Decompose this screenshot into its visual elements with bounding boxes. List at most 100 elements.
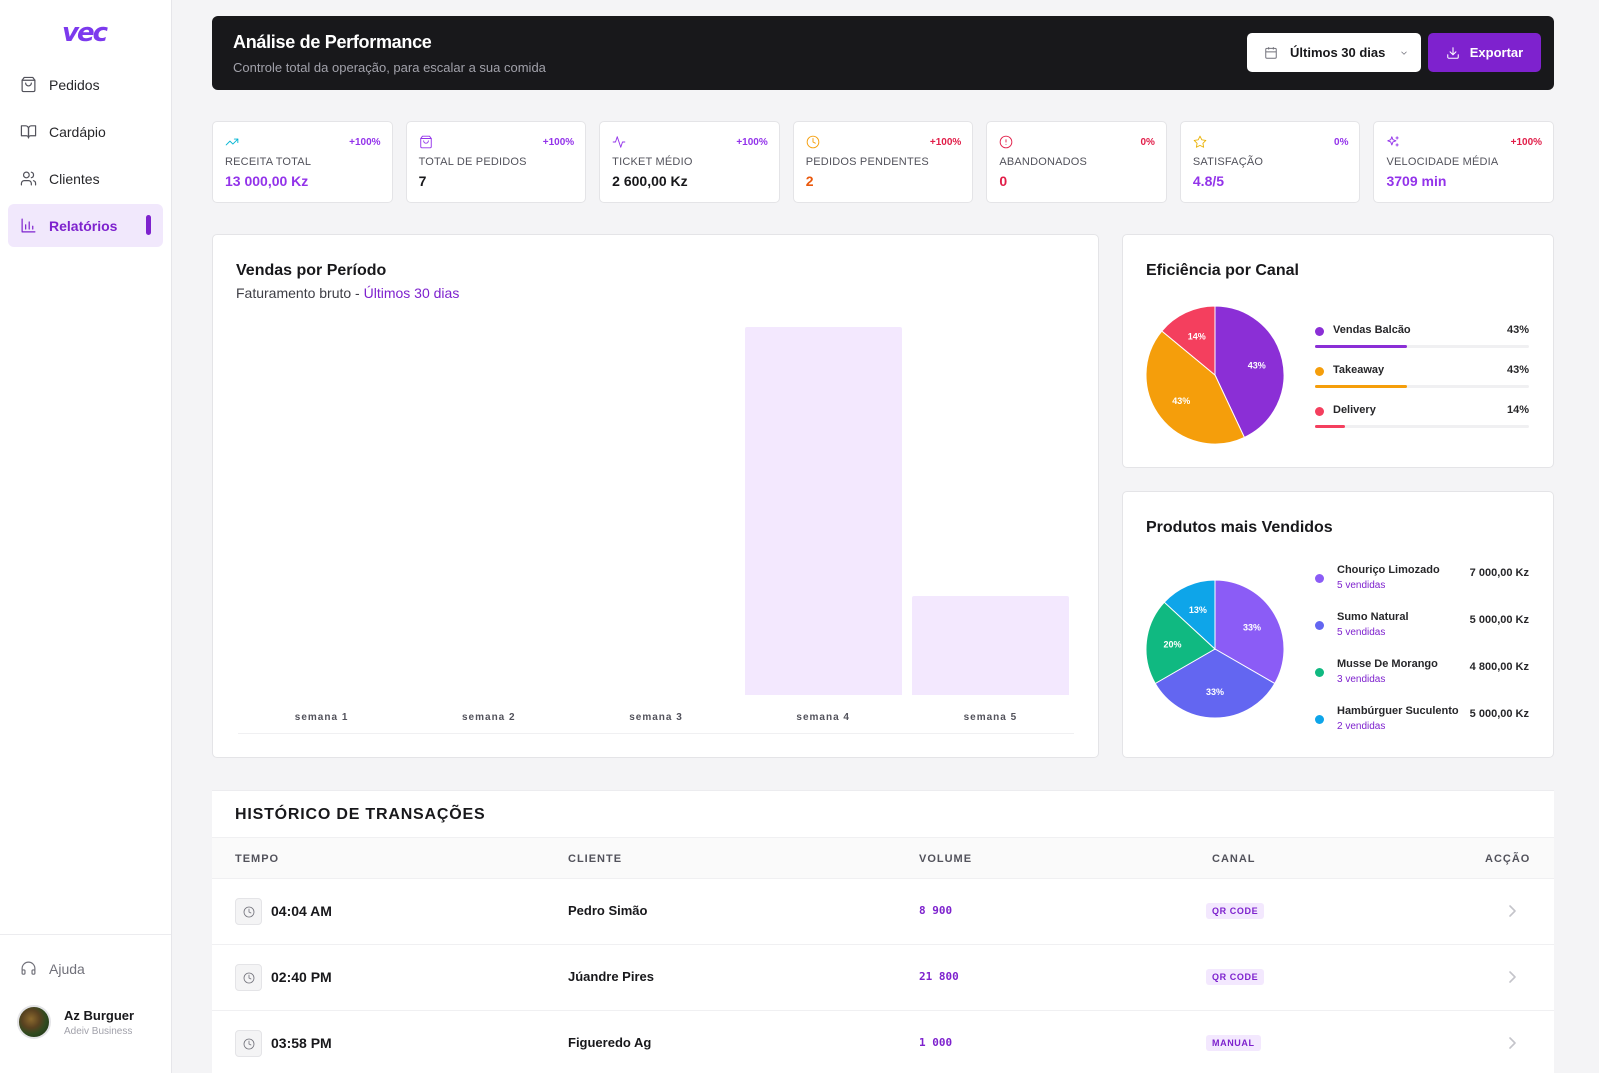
row-time: 02:40 PM <box>271 969 332 985</box>
clock-icon <box>243 972 254 983</box>
pie-slice-delivery[interactable] <box>1161 305 1216 377</box>
table-row[interactable]: 02:40 PM Júandre Pires 21 800 QR CODE <box>212 945 1554 1011</box>
column-header-canal[interactable]: CANAL <box>1212 853 1256 865</box>
channel-name: Vendas Balcão <box>1333 324 1411 336</box>
pie-slice-chouriço-limozado[interactable] <box>1214 579 1285 685</box>
channel-name: Delivery <box>1333 404 1376 416</box>
sidebar-item-relatorios[interactable]: Relatórios <box>8 204 163 247</box>
time-badge <box>235 898 262 925</box>
pie-slice-takeaway[interactable] <box>1145 330 1246 445</box>
export-button[interactable]: Exportar <box>1428 33 1541 72</box>
channel-progress-fill <box>1315 425 1345 428</box>
x-tick-label: semana 4 <box>796 712 850 723</box>
calendar-icon <box>1265 46 1277 59</box>
help-label: Ajuda <box>49 960 85 977</box>
legend-dot <box>1315 574 1324 583</box>
bar-semana-4[interactable] <box>744 327 902 695</box>
kpi-card-abandonados: 0% ABANDONADOS 0 <box>986 121 1167 203</box>
legend-dot <box>1315 367 1324 376</box>
sidebar-item-label: Pedidos <box>49 76 100 93</box>
column-header-volume[interactable]: VOLUME <box>919 853 973 865</box>
export-label: Exportar <box>1469 45 1524 60</box>
user-subtitle: Adeiv Business <box>64 1025 133 1037</box>
legend-dot <box>1315 327 1324 336</box>
kpi-value: 2 <box>805 173 814 189</box>
help-link[interactable]: Ajuda <box>20 960 85 977</box>
user-profile[interactable]: Az Burguer Adeiv Business <box>17 1005 134 1039</box>
sales-chart-panel: Vendas por Período Faturamento bruto - Ú… <box>212 234 1099 758</box>
chevron-right-icon[interactable] <box>1508 1036 1517 1050</box>
kpi-label: ABANDONADOS <box>999 156 1088 168</box>
table-row[interactable]: 03:58 PM Figueredo Ag 1 000 MANUAL <box>212 1011 1554 1073</box>
channel-percent: 14% <box>1506 404 1529 416</box>
x-tick-label: semana 2 <box>462 712 516 723</box>
x-tick-label: semana 1 <box>294 712 349 723</box>
channel-progress-track <box>1315 425 1529 428</box>
pie-slice-sumo-natural[interactable] <box>1154 648 1276 719</box>
products-panel-title: Produtos mais Vendidos <box>1146 519 1333 536</box>
column-header-tempo[interactable]: TEMPO <box>235 853 280 865</box>
star-icon <box>1193 135 1207 148</box>
date-range-label: Últimos 30 dias <box>1290 45 1386 60</box>
transactions-table: HISTÓRICO DE TRANSAÇÕES TEMPO CLIENTE VO… <box>212 790 1554 1073</box>
row-volume: 21 800 <box>919 970 959 983</box>
page-header: Análise de Performance Controle total da… <box>212 16 1554 90</box>
clock-icon <box>806 135 820 149</box>
x-tick-label: semana 3 <box>629 712 683 723</box>
chevron-right-icon[interactable] <box>1508 904 1517 918</box>
row-client: Júandre Pires <box>568 969 654 984</box>
bar-semana-5[interactable] <box>911 595 1069 695</box>
channel-progress-track <box>1315 385 1529 388</box>
chart-baseline <box>238 733 1074 734</box>
sales-subtitle-range: Últimos 30 dias <box>363 285 460 301</box>
pie-slice-musse-de-morango[interactable] <box>1145 601 1216 685</box>
pie-slice-label: 20% <box>1163 639 1181 649</box>
kpi-card-ticket: +100% TICKET MÉDIO 2 600,00 Kz <box>599 121 780 203</box>
sidebar-item-pedidos[interactable]: Pedidos <box>8 63 163 106</box>
sidebar-item-cardapio[interactable]: Cardápio <box>8 110 163 153</box>
sidebar-item-clientes[interactable]: Clientes <box>8 157 163 200</box>
column-header-cliente[interactable]: CLIENTE <box>568 853 623 865</box>
kpi-change: +100% <box>349 137 381 148</box>
clock-icon <box>243 1038 254 1049</box>
chevron-right-icon[interactable] <box>1508 970 1517 984</box>
time-badge <box>235 964 262 991</box>
date-range-select[interactable]: Últimos 30 dias <box>1247 33 1421 72</box>
pie-slice-hambúrguer-suculento[interactable] <box>1163 579 1216 651</box>
sidebar-item-label: Clientes <box>49 170 100 187</box>
shopping-bag-icon <box>419 135 432 149</box>
time-badge <box>235 1030 262 1057</box>
clock-icon <box>243 906 254 917</box>
channel-name: Takeaway <box>1333 364 1385 376</box>
kpi-card-receita: +100% RECEITA TOTAL 13 000,00 Kz <box>212 121 393 203</box>
product-amount: 5 000,00 Kz <box>1469 708 1529 720</box>
kpi-label: RECEITA TOTAL <box>225 156 312 168</box>
kpi-change: 0% <box>1334 137 1349 148</box>
trending-up-icon <box>225 138 239 146</box>
kpi-card-pedidos: +100% TOTAL DE PEDIDOS 7 <box>405 121 587 203</box>
kpi-value: 0 <box>999 173 1008 189</box>
sparkles-icon <box>1387 136 1400 147</box>
products-pie-chart: 33% 33% 20% 13% <box>1145 579 1285 719</box>
legend-dot <box>1315 715 1324 724</box>
pie-slice-label: 14% <box>1188 331 1206 341</box>
download-icon <box>1446 46 1459 59</box>
kpi-value: 13 000,00 Kz <box>225 173 309 189</box>
sidebar-item-label: Cardápio <box>49 123 106 140</box>
channel-percent: 43% <box>1506 324 1529 336</box>
activity-icon <box>612 136 626 148</box>
page-title: Análise de Performance <box>233 32 432 52</box>
row-client: Figueredo Ag <box>568 1035 652 1050</box>
app-logo[interactable]: vec <box>62 18 108 48</box>
x-tick-label: semana 5 <box>963 712 1018 723</box>
product-amount: 5 000,00 Kz <box>1469 614 1529 626</box>
channel-badge: QR CODE <box>1206 903 1265 919</box>
table-header: TEMPO CLIENTE VOLUME CANAL ACÇÃO <box>212 837 1554 879</box>
kpi-value: 3709 min <box>1386 173 1447 189</box>
pie-slice-vendas-balcão[interactable] <box>1214 305 1285 439</box>
kpi-label: VELOCIDADE MÉDIA <box>1386 156 1499 168</box>
sales-chart-title: Vendas por Período <box>236 262 387 279</box>
table-row[interactable]: 04:04 AM Pedro Simão 8 900 QR CODE <box>212 879 1554 945</box>
pie-slice-label: 33% <box>1206 687 1224 697</box>
row-time: 04:04 AM <box>271 903 332 919</box>
